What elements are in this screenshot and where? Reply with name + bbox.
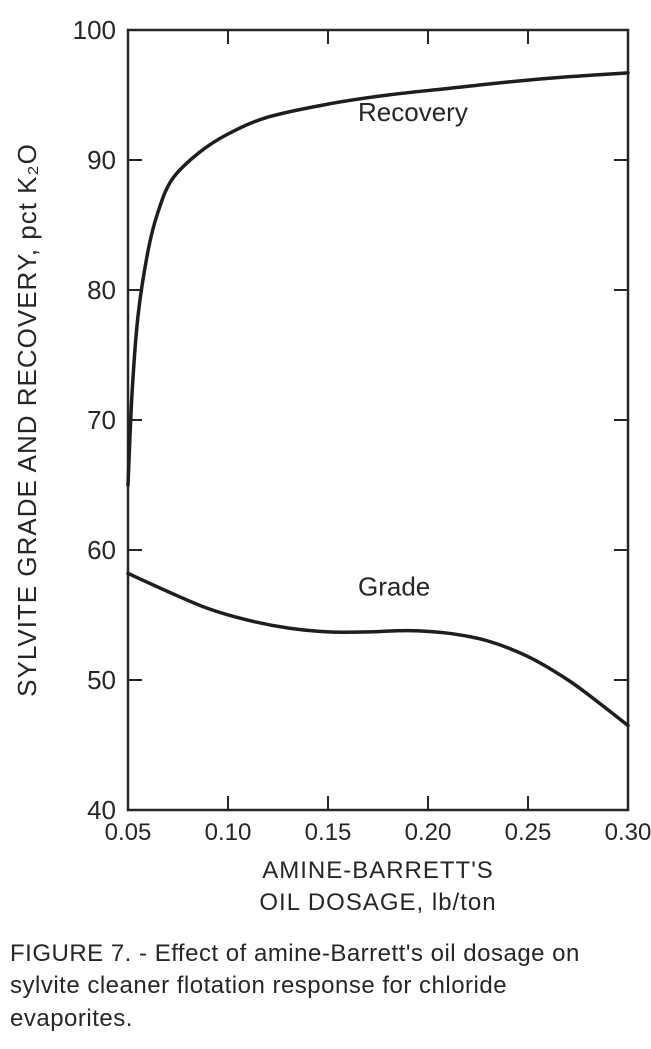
- y-tick-label: 80: [87, 275, 116, 305]
- y-tick-label: 90: [87, 145, 116, 175]
- x-tick-label: 0.20: [405, 819, 452, 846]
- x-axis-label-line1: AMINE-BARRETT'S: [262, 857, 494, 884]
- x-axis-label-line2: OIL DOSAGE, lb/ton: [259, 889, 496, 916]
- y-tick-label: 60: [87, 535, 116, 565]
- y-tick-label: 50: [87, 665, 116, 695]
- x-tick-label: 0.10: [205, 819, 252, 846]
- x-tick-label: 0.30: [605, 819, 651, 846]
- y-tick-label: 100: [73, 15, 116, 45]
- chart-bg: [0, 0, 651, 930]
- caption-label: FIGURE 7.: [10, 940, 132, 967]
- y-tick-label: 70: [87, 405, 116, 435]
- y-axis-label: SYLVITE GRADE AND RECOVERY, pct K₂O: [12, 143, 42, 697]
- x-tick-label: 0.05: [105, 819, 152, 846]
- figure-container: 4050607080901000.050.100.150.200.250.30A…: [0, 0, 651, 1049]
- x-tick-label: 0.15: [305, 819, 352, 846]
- figure-caption: FIGURE 7. - Effect of amine-Barrett's oi…: [10, 938, 631, 1035]
- chart: 4050607080901000.050.100.150.200.250.30A…: [0, 0, 651, 930]
- series-recovery-label: Recovery: [358, 97, 468, 127]
- series-grade-label: Grade: [358, 572, 430, 602]
- x-tick-label: 0.25: [505, 819, 552, 846]
